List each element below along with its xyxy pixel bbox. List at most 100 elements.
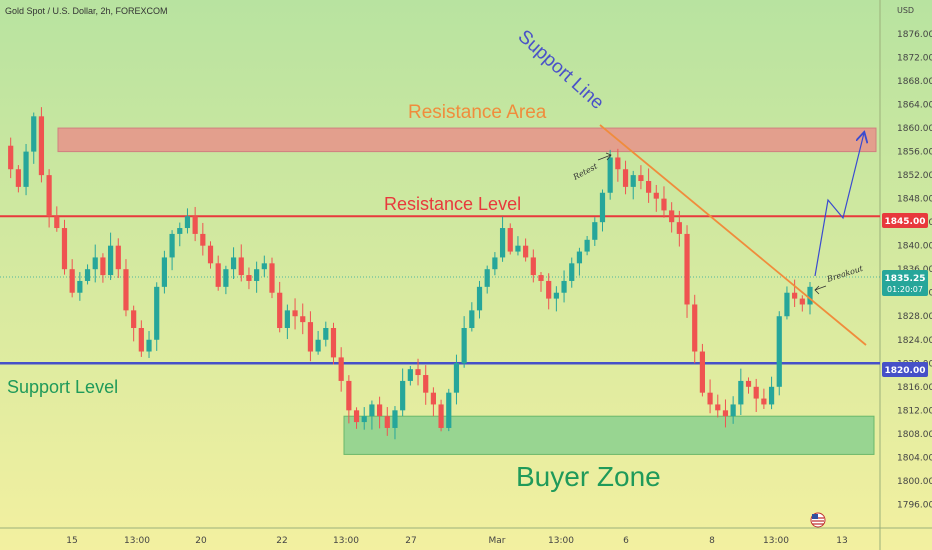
us-flag-icon[interactable] (810, 512, 826, 528)
y-tick-label: 1800.00 (897, 477, 932, 487)
candle-body (177, 228, 183, 234)
candle-body (254, 269, 260, 281)
candle-body (653, 192, 659, 199)
candle-body (807, 286, 813, 305)
y-tick-label: 1804.00 (897, 453, 932, 463)
resistance-level-label: Resistance Level (384, 194, 521, 214)
candle-body (84, 269, 91, 281)
candle-body (223, 269, 229, 287)
y-tick-label: 1848.00 (897, 195, 932, 205)
candle-body (722, 410, 729, 417)
buyer-zone (343, 415, 875, 455)
candle-body (692, 304, 698, 352)
candle-body (161, 257, 167, 287)
x-tick-label: 13 (836, 536, 847, 546)
candle-body (277, 292, 283, 328)
candle-body (131, 310, 137, 328)
x-tick-label: Mar (489, 536, 506, 546)
candle-body (430, 392, 436, 405)
candle-body (738, 380, 744, 405)
candle-body (353, 410, 360, 423)
candle-body (108, 245, 114, 276)
y-tick-label: 1828.00 (897, 312, 932, 322)
candle-body (523, 245, 529, 258)
candle-body (507, 228, 513, 252)
candle-body (384, 416, 390, 428)
candle-body (453, 363, 460, 393)
candle-body (392, 410, 398, 428)
candle-body (400, 380, 406, 411)
candle-body (615, 157, 621, 170)
candle-body (238, 257, 244, 276)
candle-body (792, 292, 798, 299)
x-tick-label: 13:00 (548, 536, 574, 546)
candle-body (46, 175, 52, 217)
projection-path (814, 133, 864, 277)
svg-text:1845.00: 1845.00 (885, 217, 926, 227)
candle-body (469, 310, 475, 328)
candle-body (561, 280, 567, 293)
y-tick-label: 1840.00 (897, 242, 932, 252)
candle-body (446, 392, 452, 428)
x-tick-label: 13:00 (333, 536, 359, 546)
candle-body (330, 328, 337, 358)
candle-body (669, 210, 675, 223)
candle-body (461, 328, 467, 364)
candle-body (169, 233, 175, 258)
x-tick-label: 27 (405, 536, 416, 546)
y-tick-label: 1824.00 (897, 336, 932, 346)
candle-body (31, 116, 37, 152)
candle-body (261, 263, 267, 270)
time-axis[interactable]: 15 13:00 20 22 13:00 27 Mar 13:00 6 8 13:00 13 (66, 536, 847, 546)
support-badge: 1820.00 (882, 362, 928, 377)
svg-text:01:20:07: 01:20:07 (887, 285, 923, 294)
symbol-title: Gold Spot / U.S. Dollar, 2h, FOREXCOM (5, 6, 168, 16)
resistance-badge: 1845.00 (882, 213, 928, 228)
candle-body (361, 416, 367, 423)
y-tick-label: 1812.00 (897, 406, 932, 416)
y-tick-label: 1796.00 (897, 500, 932, 510)
candle-body (707, 392, 713, 405)
candle-body (622, 169, 629, 187)
candle-body (768, 386, 775, 405)
candle-body (761, 398, 767, 405)
x-tick-label: 8 (709, 536, 715, 546)
x-tick-label: 13:00 (763, 536, 789, 546)
candle-body (54, 216, 60, 229)
candle-body (123, 269, 129, 311)
candle-body (246, 275, 252, 281)
candle-body (230, 257, 237, 270)
candle-body (715, 404, 721, 411)
candle-body (423, 375, 429, 393)
candle-body (415, 369, 421, 376)
svg-text:1820.00: 1820.00 (885, 366, 926, 376)
candle-body (538, 275, 544, 281)
candle-body (569, 263, 575, 281)
candle-body (100, 257, 106, 276)
y-tick-label: 1868.00 (897, 77, 932, 87)
y-tick-label: 1816.00 (897, 383, 932, 393)
candle-body (484, 269, 490, 287)
buyer-zone-label: Buyer Zone (516, 461, 661, 492)
candle-body (377, 404, 383, 417)
support-trendline (599, 124, 867, 346)
candle-body (699, 351, 705, 393)
x-tick-label: 15 (66, 536, 77, 546)
y-tick-label: 1876.00 (897, 30, 932, 40)
currency-label: USD (897, 6, 914, 15)
candle-body (646, 181, 652, 193)
candle-body (184, 216, 191, 229)
candle-body (23, 151, 29, 187)
candle-body (553, 292, 559, 299)
candle-body (207, 245, 214, 264)
x-tick-label: 22 (276, 536, 287, 546)
y-tick-label: 1808.00 (897, 430, 932, 440)
y-tick-label: 1864.00 (897, 101, 932, 111)
candle-body (438, 404, 444, 428)
candle-body (38, 116, 45, 176)
candle-body (192, 216, 198, 234)
candle-body (730, 404, 736, 417)
candle-body (15, 169, 21, 187)
candle-body (638, 175, 644, 181)
